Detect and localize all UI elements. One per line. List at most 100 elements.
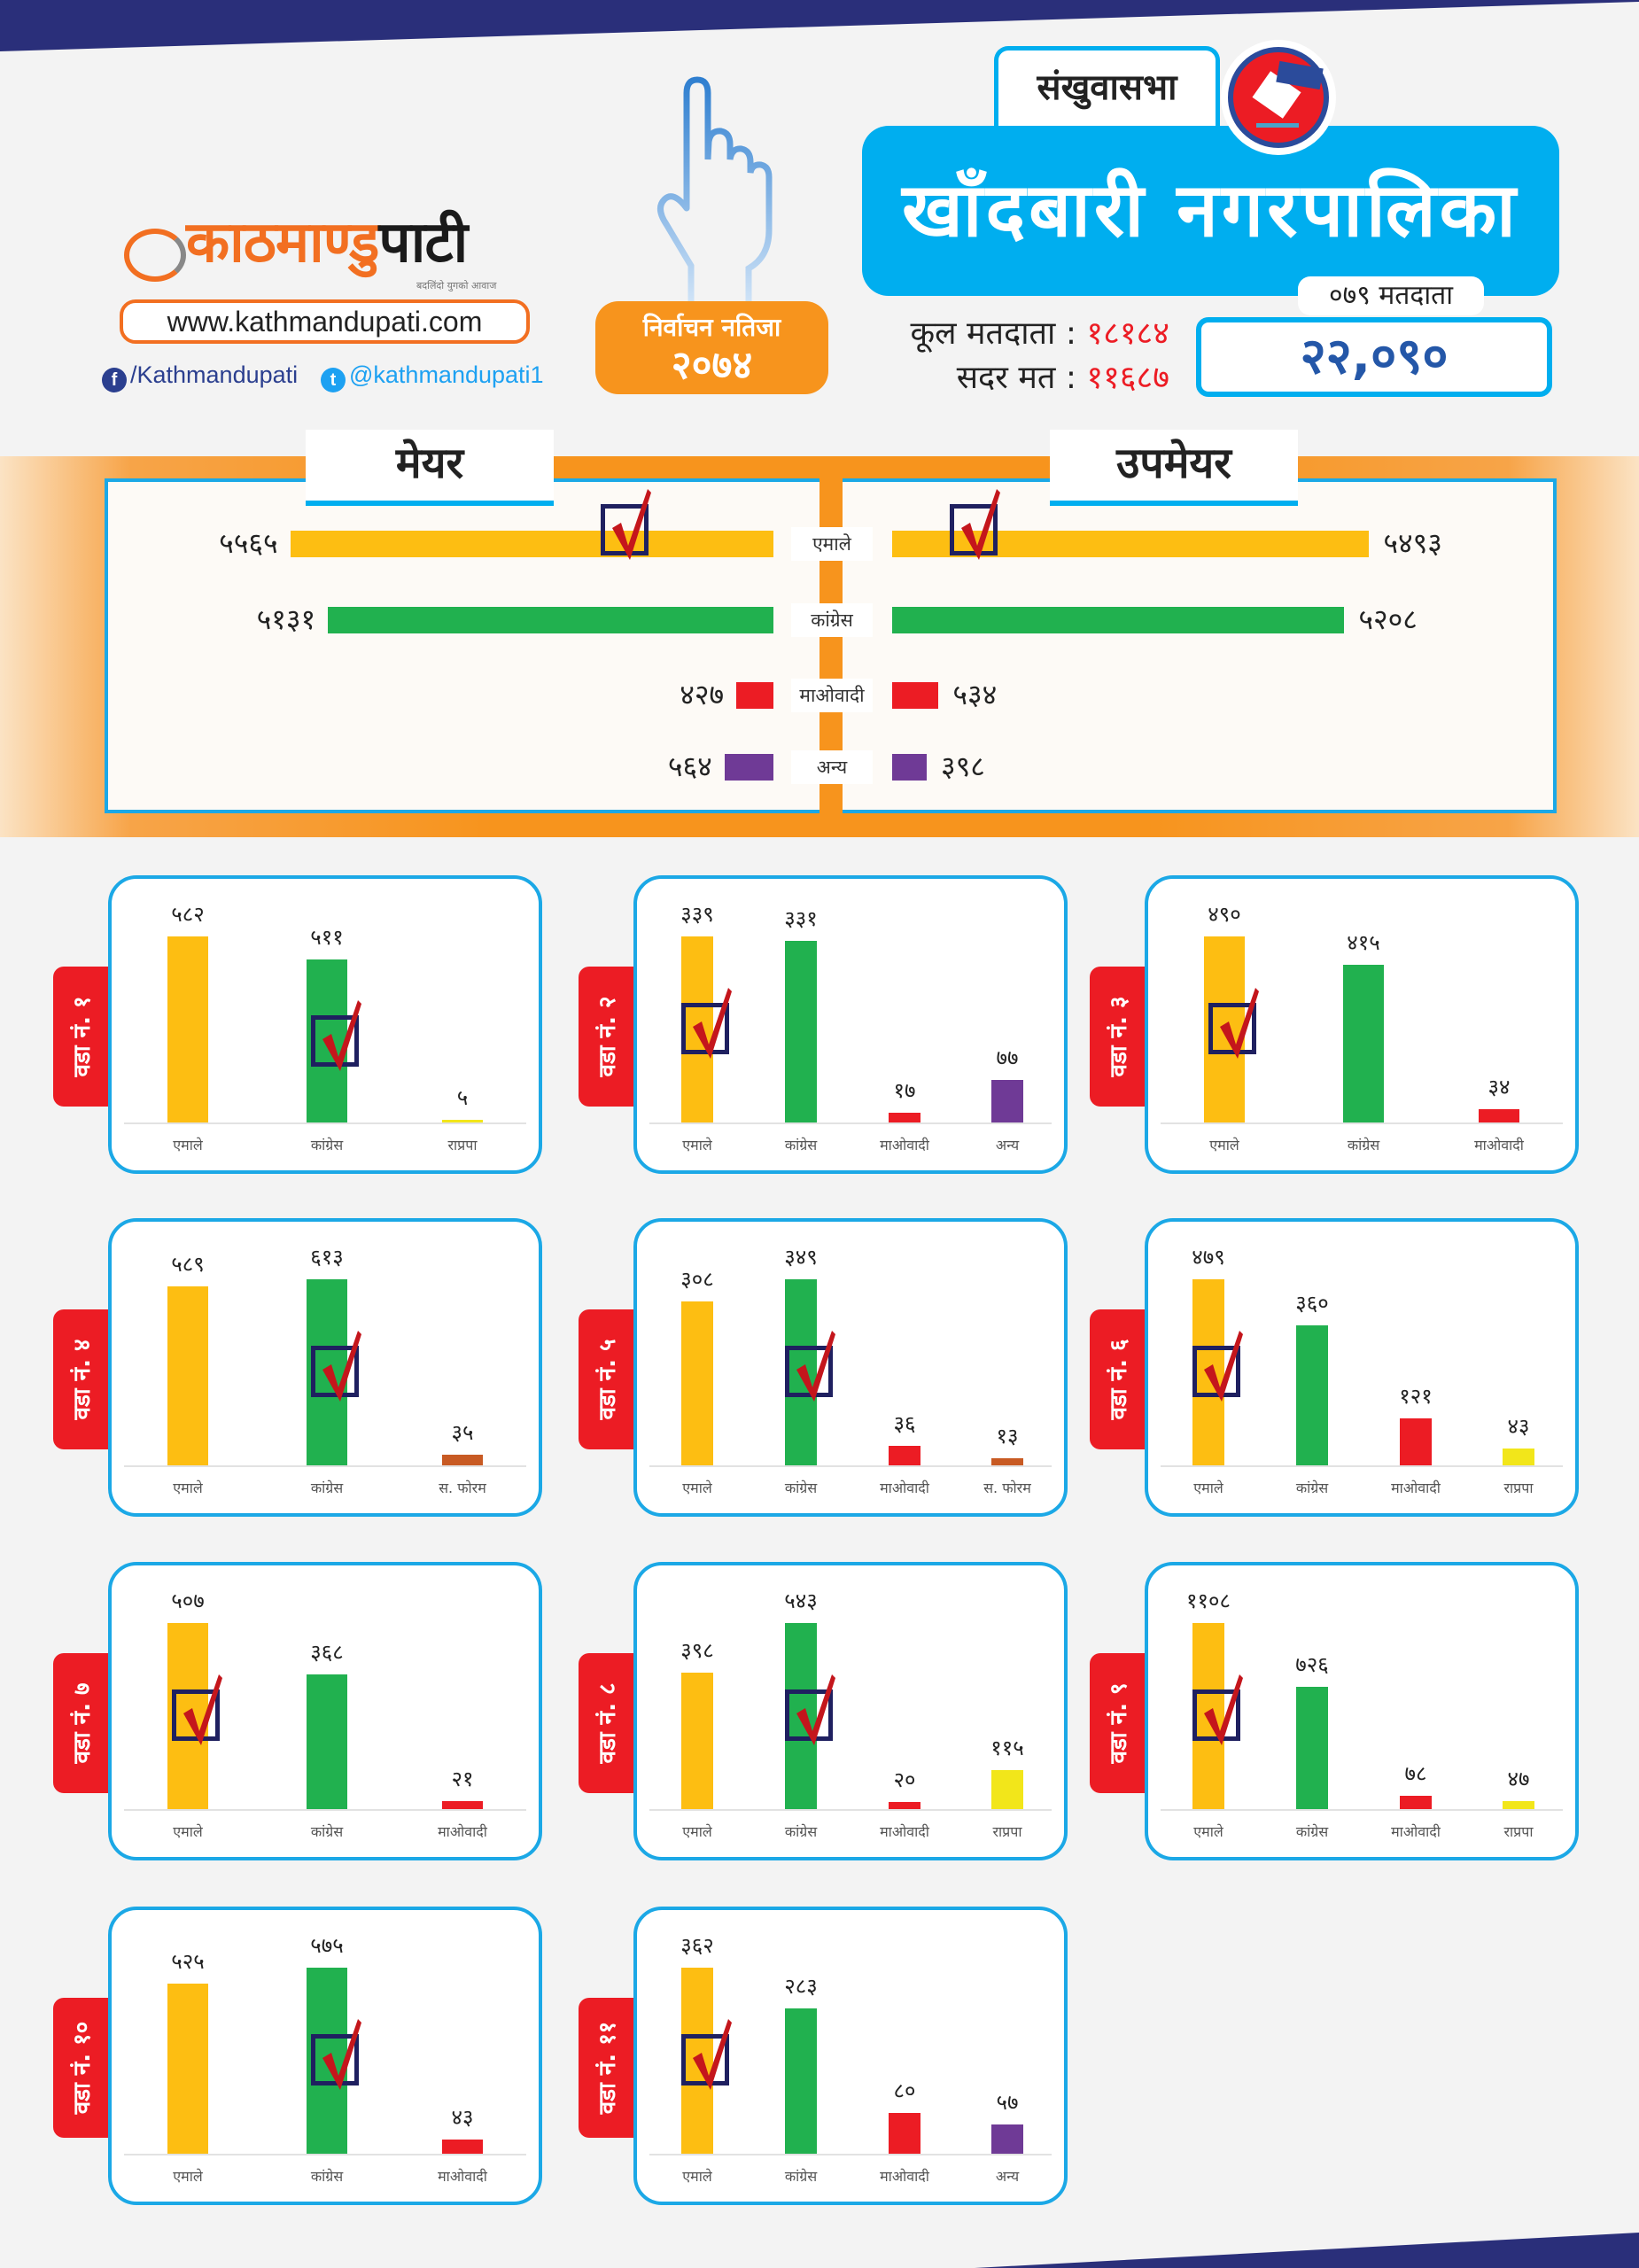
twitter-link[interactable]: t @kathmandupati1 [321,361,544,392]
election-result-badge: निर्वाचन नतिजा २०७४ [595,301,828,394]
category-label: माओवादी [438,2168,487,2185]
ballot-box-icon [1221,40,1336,155]
category-label: राप्रपा [992,1823,1022,1840]
chart-baseline [124,1809,526,1811]
ward-bar [991,2124,1023,2154]
winner-checkmark-icon [681,2018,732,2090]
ward-label: वडा नं. ९ [1106,1682,1132,1764]
ward-label: वडा नं. ११ [594,2021,621,2115]
ward-bar [681,1673,713,1809]
bar-value-label: ७७ [996,1045,1019,1071]
ward-panel: ११०८ एमाले ७२६ कांग्रेस ७८ माओवादी ४७ राप्रपा [1145,1562,1579,1860]
chart-baseline [124,1122,526,1124]
category-label: कांग्रेस [1295,1480,1329,1496]
kathmandupati-logo-icon [124,229,186,282]
deputy-value-label: ५२०८ [1358,602,1418,636]
voters-079-label: ०७९ मतदाता [1298,276,1484,315]
ward-panel: ३३९ एमाले ३३१ कांग्रेस १७ माओवादी ७७ अन्य [633,875,1068,1174]
bar-value-label: ३३१ [784,905,818,931]
bar-value-label: ११०८ [1186,1588,1231,1613]
category-label: एमाले [682,1137,712,1153]
party-label: अन्य [791,750,873,784]
category-label: एमाले [682,1823,712,1840]
party-label: माओवादी [791,679,873,712]
bar-value-label: ४७ [1507,1767,1530,1792]
category-label: एमाले [1193,1480,1223,1496]
ward-label: वडा नं. ३ [1106,996,1132,1077]
mayor-bar [290,531,773,557]
ward-bar [1400,1418,1432,1465]
deputy-value-label: ५३४ [952,678,998,711]
ward-bar [1400,1796,1432,1809]
bar-value-label: ३६८ [310,1639,344,1665]
bar-value-label: ३६ [893,1411,916,1437]
deputy-value-label: ५४९३ [1383,526,1442,560]
ward-bar [785,2008,817,2154]
winner-checkmark-icon [311,999,361,1071]
category-label: माओवादी [1474,1137,1524,1153]
bar-value-label: ७२६ [1295,1652,1329,1678]
winner-checkmark-icon [785,1674,835,1745]
ward-bar [442,1801,483,1809]
bar-value-label: ६१३ [310,1245,344,1270]
category-label: राप्रपा [1503,1823,1534,1840]
category-label: एमाले [1209,1137,1239,1153]
bar-value-label: ५०७ [171,1588,205,1613]
bar-value-label: ५४३ [784,1588,818,1613]
ward-label-tab: वडा नं. ९ [1090,1653,1145,1793]
chart-baseline [1161,1809,1563,1811]
category-label: कांग्रेस [310,1823,344,1840]
ward-bar [889,1802,920,1809]
ward-panel: ५८२ एमाले ५११ कांग्रेस ५ राप्रपा [108,875,542,1174]
ward-panel: ५०७ एमाले ३६८ कांग्रेस २१ माओवादी [108,1562,542,1860]
ward-label-tab: वडा नं. ५ [579,1309,633,1449]
bar-value-label: १७ [893,1078,916,1104]
category-label: एमाले [173,1137,203,1153]
ward-panel: ४९० एमाले ४१५ कांग्रेस ३४ माओवादी [1145,875,1579,1174]
mayor-bar [328,607,773,633]
bar-value-label: ४९० [1208,902,1241,927]
winner-checkmark-icon [172,1674,222,1745]
category-label: एमाले [173,1480,203,1496]
bar-value-label: ८० [893,2078,916,2103]
deputy-bar [892,754,927,781]
badge-title: निर्वाचन नतिजा [642,313,781,342]
ward-label: वडा नं. ४ [69,1339,96,1420]
ward-label-tab: वडा नं. १ [53,967,108,1107]
category-label: अन्य [995,2168,1020,2185]
category-label: कांग्रेस [1347,1137,1380,1153]
chart-baseline [124,1465,526,1467]
bar-value-label: २० [893,1767,916,1793]
ward-label-tab: वडा नं. ३ [1090,967,1145,1107]
bar-value-label: ५७५ [310,1933,344,1958]
ward-bar [889,2112,920,2154]
party-label: कांग्रेस [791,603,873,637]
winner-checkmark-icon [311,1330,361,1402]
facebook-link[interactable]: f/Kathmandupati [102,361,298,392]
bar-value-label: १३ [996,1424,1019,1449]
ward-panel: ५८९ एमाले ६१३ कांग्रेस ३५ स. फोरम [108,1218,542,1517]
ward-bar [1296,1325,1328,1465]
ward-bar [1503,1449,1534,1465]
mayor-heading: मेयर [306,430,554,506]
bar-value-label: ४१५ [1347,930,1380,956]
party-label: एमाले [791,527,873,561]
ward-bar [991,1769,1023,1809]
category-label: कांग्रेस [310,2168,344,2185]
bar-value-label: ३३९ [680,902,714,927]
category-label: एमाले [173,1823,203,1840]
mayor-value-label: ५१३१ [256,602,316,636]
ward-bar [1296,1687,1328,1809]
winner-checkmark-icon [601,489,651,560]
voting-finger-icon [657,76,773,305]
category-label: स. फोरम [439,1480,486,1496]
ward-bar [442,1120,483,1122]
website-link[interactable]: www.kathmandupati.com [120,299,530,344]
brand-logo: काठमाण्डुपाटी [186,210,468,276]
bar-value-label: ५११ [310,924,344,950]
mayor-value-label: ५६४ [667,750,712,783]
bar-value-label: ३६२ [680,1933,714,1958]
category-label: एमाले [682,1480,712,1496]
category-label: कांग्रेस [310,1137,344,1153]
ward-panel: ४७९ एमाले ३६० कांग्रेस १२१ माओवादी ४३ राप्रपा [1145,1218,1579,1517]
